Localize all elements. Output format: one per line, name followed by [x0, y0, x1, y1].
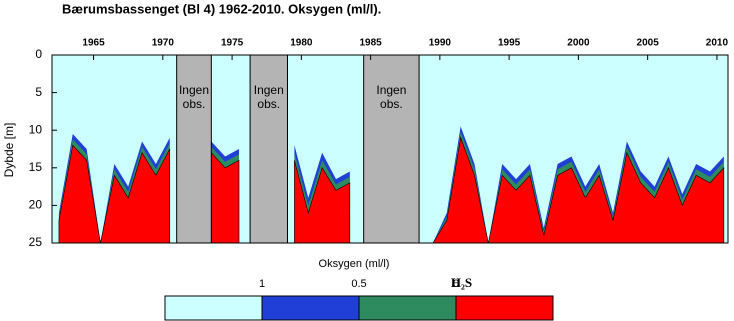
depth-area — [432, 136, 725, 244]
legend-h2s: H₂S — [451, 275, 472, 290]
legend-level: 0 — [453, 278, 459, 290]
x-tick-label: 1980 — [290, 38, 313, 49]
x-tick-label: 2000 — [567, 38, 590, 49]
y-axis-label: Dybde [m] — [2, 123, 16, 178]
no-observation-box — [176, 54, 212, 244]
legend-title: Oksygen (ml/l) — [319, 258, 390, 270]
y-tick-label: 10 — [29, 122, 43, 136]
legend-level: 0.5 — [351, 278, 366, 290]
legend-swatch — [261, 295, 360, 321]
y-tick-label: 15 — [29, 160, 43, 174]
legend-swatch — [164, 295, 263, 321]
x-tick-label: 1975 — [221, 38, 244, 49]
legend-swatch — [455, 295, 554, 321]
gap-label: Ingen obs. — [178, 83, 209, 111]
y-tick-label: 25 — [29, 235, 43, 249]
x-tick-label: 1965 — [82, 38, 105, 49]
no-observation-box — [249, 54, 288, 244]
no-observation-box — [363, 54, 420, 244]
x-tick-label: 1995 — [498, 38, 521, 49]
gap-label: Ingen obs. — [376, 83, 407, 111]
legend-swatch — [358, 295, 457, 321]
y-tick-label: 20 — [29, 198, 43, 212]
depth-area — [294, 160, 351, 244]
gap-label: Ingen obs. — [253, 83, 284, 111]
x-tick-label: 2005 — [637, 38, 660, 49]
x-tick-label: 1990 — [429, 38, 452, 49]
chart-title: Bærumsbassenget (Bl 4) 1962-2010. Oksyge… — [62, 1, 381, 16]
x-tick-label: 1985 — [359, 38, 382, 49]
legend-level: 1 — [259, 278, 265, 290]
y-tick-label: 0 — [35, 47, 42, 61]
x-tick-label: 2010 — [706, 38, 729, 49]
y-tick-label: 5 — [35, 85, 42, 99]
plot-frame — [51, 54, 729, 244]
depth-area — [58, 144, 171, 244]
x-tick-label: 1970 — [152, 38, 175, 49]
